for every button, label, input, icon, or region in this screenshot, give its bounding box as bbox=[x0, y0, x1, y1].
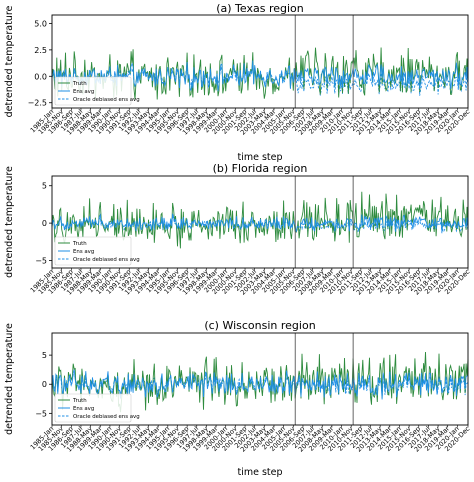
chart-title: (c) Wisconsin region bbox=[204, 319, 315, 332]
legend-box bbox=[54, 236, 132, 266]
y-tick-label: −5 bbox=[35, 409, 47, 418]
legend-label: Truth bbox=[72, 81, 87, 87]
y-tick-label: 5.0 bbox=[34, 19, 47, 28]
y-tick-label: 0 bbox=[42, 380, 47, 389]
legend-label: Ens avg bbox=[73, 89, 94, 95]
x-axis-label: time step bbox=[237, 152, 282, 163]
chart-title: (a) Texas region bbox=[216, 2, 304, 15]
y-tick-label: 5 bbox=[42, 351, 47, 360]
legend-box bbox=[54, 76, 132, 106]
y-tick-label: −5 bbox=[35, 257, 47, 266]
y-tick-label: 5 bbox=[42, 182, 47, 191]
y-axis-label: detrended temperature bbox=[4, 323, 15, 435]
panel-wisconsin: (c) Wisconsin region detrended temperatur… bbox=[4, 319, 472, 478]
legend-box bbox=[54, 393, 132, 423]
legend-label: Oracle debiased ens avg bbox=[73, 414, 140, 420]
y-tick-label: 0 bbox=[42, 219, 47, 228]
y-tick-label: −2.5 bbox=[28, 99, 47, 108]
legend-label: Truth bbox=[72, 241, 87, 247]
legend-label: Oracle debiased ens avg bbox=[73, 97, 140, 103]
plot-frame bbox=[51, 332, 469, 426]
y-axis-label: detrended temperature bbox=[4, 166, 15, 278]
plot-frame bbox=[51, 14, 469, 109]
y-tick-label: 0.0 bbox=[34, 72, 47, 81]
y-axis-label: detrended temperature bbox=[4, 5, 15, 117]
legend-label: Ens avg bbox=[73, 249, 94, 255]
legend-label: Ens avg bbox=[73, 406, 94, 412]
legend-label: Truth bbox=[72, 398, 87, 404]
legend-label: Oracle debiased ens avg bbox=[73, 257, 140, 263]
x-axis-label: time step bbox=[237, 467, 282, 478]
panel-florida: (b) Florida region detrended temperature −… bbox=[4, 162, 472, 297]
series-line-ens-avg bbox=[51, 213, 469, 232]
y-tick-label: 2.5 bbox=[34, 46, 47, 55]
plot-frame bbox=[51, 175, 469, 269]
chart-title: (b) Florida region bbox=[213, 162, 308, 175]
panel-texas: (a) Texas region detrended temperature tim… bbox=[4, 2, 472, 163]
series-line-ens-avg bbox=[51, 369, 469, 400]
